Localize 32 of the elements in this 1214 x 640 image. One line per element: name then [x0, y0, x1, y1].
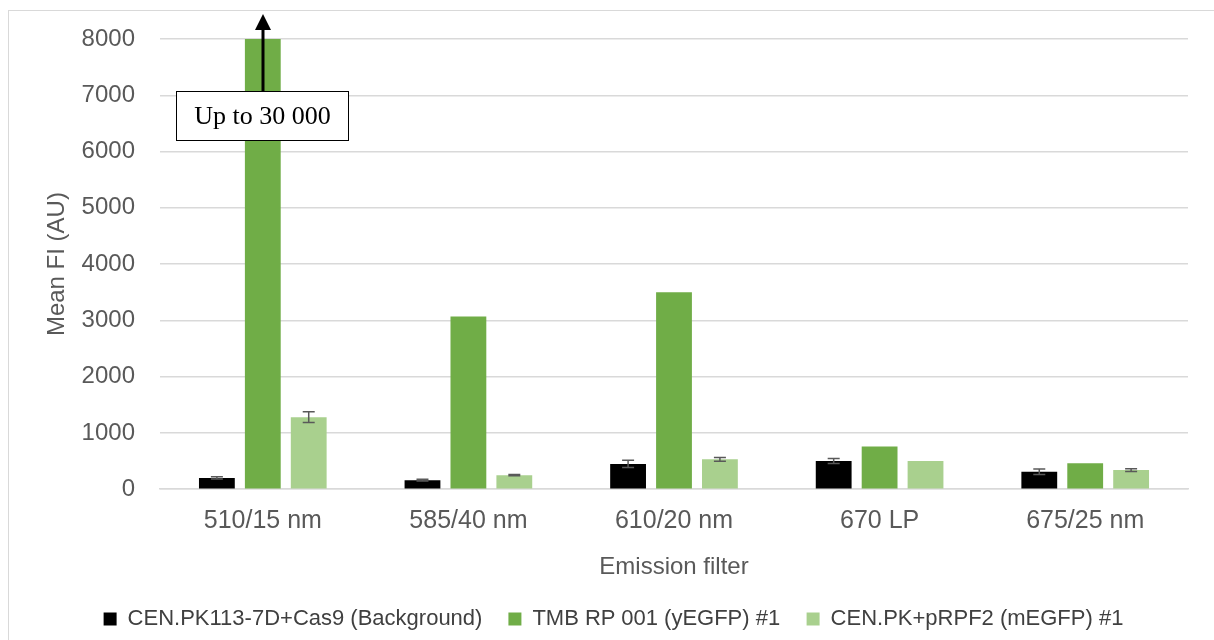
bar — [290, 417, 327, 489]
bar — [1021, 471, 1058, 489]
y-tick-label: 4000 — [81, 248, 135, 276]
y-tick-label: 2000 — [81, 361, 135, 389]
legend-label: TMB RP 001 (yEGFP) #1 — [532, 605, 781, 631]
y-tick-label: 3000 — [81, 305, 135, 332]
legend-label: CEN.PK+pRPF2 (mEGFP) #1 — [830, 605, 1124, 631]
y-tick-label: 0 — [121, 473, 135, 501]
bar — [1067, 463, 1104, 489]
y-tick-label: 1000 — [81, 417, 135, 445]
y-tick-label: 8000 — [81, 23, 135, 51]
x-axis-title: Emission filter — [599, 552, 749, 580]
x-tick-label: 510/15 nm — [203, 505, 322, 534]
annotation: Up to 30 000 — [176, 91, 349, 141]
bar — [1113, 470, 1150, 489]
legend-label: CEN.PK113-7D+Cas9 (Background) — [127, 605, 483, 631]
y-tick-label: 6000 — [81, 136, 135, 164]
y-tick-label: 5000 — [81, 192, 135, 220]
bar — [610, 463, 646, 489]
bar — [907, 461, 944, 489]
y-axis-title: Mean FI (AU) — [42, 192, 70, 337]
bar — [496, 475, 533, 489]
y-tick-label: 7000 — [81, 79, 135, 107]
bar — [702, 459, 738, 489]
bar — [861, 446, 898, 489]
x-tick-label: 675/25 nm — [1026, 505, 1145, 534]
bar — [815, 461, 852, 489]
x-tick-label: 670 LP — [839, 505, 920, 534]
x-tick-label: 585/40 nm — [409, 505, 528, 534]
x-tick-label: 610/20 nm — [614, 505, 734, 534]
bar — [450, 316, 487, 489]
bar — [656, 292, 692, 489]
